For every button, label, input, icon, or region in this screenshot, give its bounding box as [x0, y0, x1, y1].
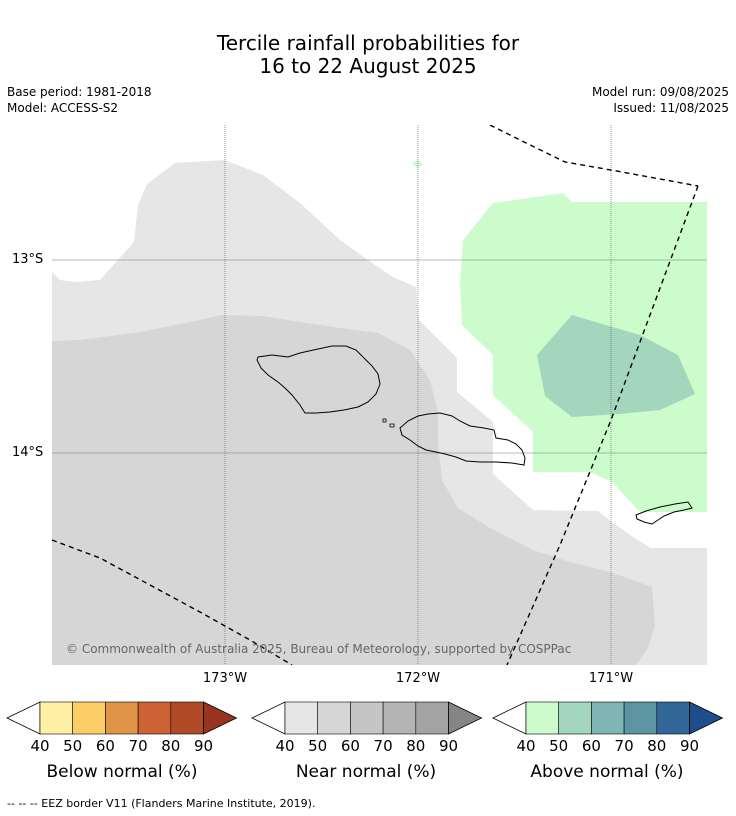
colorbar-tick-label: 60 — [581, 737, 601, 755]
map-title: Tercile rainfall probabilities for 16 to… — [0, 32, 736, 78]
colorbar-tick-label: 40 — [275, 737, 295, 755]
colorbar-tick-label: 70 — [373, 737, 393, 755]
colorbar-swatch — [558, 701, 592, 735]
colorbar-swatch — [137, 701, 172, 735]
colorbar-title-above: Above normal (%) — [530, 762, 684, 782]
colorbar-above-normal — [492, 701, 724, 735]
meta-left: Base period: 1981-2018 Model: ACCESS-S2 — [7, 84, 152, 116]
colorbar-over-arrow — [448, 701, 483, 735]
upolu-island — [399, 412, 526, 466]
colorbar-swatch — [350, 701, 384, 735]
colorbar-tick-label: 90 — [438, 737, 459, 755]
eez-footnote: -- -- -- EEZ border V11 (Flanders Marine… — [7, 797, 316, 810]
colorbar-over-arrow — [689, 701, 724, 735]
colorbar-below-normal — [6, 701, 238, 735]
colorbar-tick-label: 50 — [63, 737, 83, 755]
colorbar-below-under-arrow — [6, 701, 41, 735]
title-line-2: 16 to 22 August 2025 — [259, 54, 477, 78]
eez-border-north — [489, 125, 699, 187]
colorbar-swatch — [170, 701, 204, 735]
colorbar-tick-label: 70 — [614, 737, 634, 755]
colorbar-tick-label: 80 — [406, 737, 426, 755]
colorbar-tick-label: 60 — [340, 737, 360, 755]
savaii-island — [256, 345, 381, 414]
eez-border-east — [506, 185, 699, 665]
colorbar-near-normal — [251, 701, 483, 735]
tutuila-island — [635, 501, 693, 525]
title-line-1: Tercile rainfall probabilities for — [216, 31, 520, 55]
colorbar-near-under-arrow — [251, 701, 286, 735]
colorbar-tick-label: 80 — [647, 737, 667, 755]
latitude-label-14s: 14°S — [12, 445, 44, 460]
colorbar-tick-label: 90 — [193, 737, 214, 755]
longitude-label-173w: 173°W — [202, 671, 248, 686]
colorbar-above-swatches — [525, 701, 724, 735]
colorbar-above-under-arrow — [492, 701, 527, 735]
longitude-label-172w: 172°W — [395, 671, 441, 686]
colorbar-swatch — [105, 701, 139, 735]
colorbar-tick-label: 70 — [128, 737, 148, 755]
colorbar-swatch — [317, 701, 351, 735]
colorbar-swatch — [72, 701, 106, 735]
issued-date: Issued: 11/08/2025 — [613, 101, 729, 115]
eez-border-southwest — [52, 539, 293, 665]
colorbar-swatch — [415, 701, 449, 735]
model-run: Model run: 09/08/2025 — [591, 85, 729, 99]
above-normal-40-50-dot — [412, 160, 423, 168]
apolima-island — [389, 423, 395, 428]
colorbar-swatch — [623, 701, 658, 735]
colorbar-over-arrow — [203, 701, 238, 735]
colorbar-swatch — [39, 701, 74, 735]
colorbar-tick-label: 90 — [679, 737, 700, 755]
colorbar-tick-label: 50 — [549, 737, 569, 755]
colorbar-title-near: Near normal (%) — [295, 762, 437, 782]
colorbar-tick-label: 80 — [161, 737, 181, 755]
colorbar-swatch — [656, 701, 690, 735]
longitude-label-171w: 171°W — [588, 671, 634, 686]
colorbar-tick-label: 40 — [30, 737, 50, 755]
above-normal-50-60-region — [537, 315, 695, 417]
latitude-label-13s: 13°S — [12, 252, 44, 267]
colorbar-near-swatches — [284, 701, 483, 735]
colorbar-tick-label: 50 — [308, 737, 328, 755]
near-normal-50-60-region — [52, 315, 655, 665]
model-name: Model: ACCESS-S2 — [7, 101, 119, 115]
colorbar-tick-label: 40 — [516, 737, 536, 755]
colorbar-swatch — [284, 701, 319, 735]
colorbar-tick-label: 60 — [95, 737, 115, 755]
colorbar-title-below: Below normal (%) — [46, 762, 198, 782]
colorbar-swatch — [382, 701, 417, 735]
colorbar-swatch — [525, 701, 560, 735]
colorbar-below-swatches — [39, 701, 238, 735]
colorbar-swatch — [591, 701, 625, 735]
base-period: Base period: 1981-2018 — [7, 85, 152, 99]
manono-island — [382, 418, 387, 423]
meta-right: Model run: 09/08/2025 Issued: 11/08/2025 — [592, 84, 729, 116]
copyright-notice: © Commonwealth of Australia 2025, Bureau… — [66, 642, 571, 656]
